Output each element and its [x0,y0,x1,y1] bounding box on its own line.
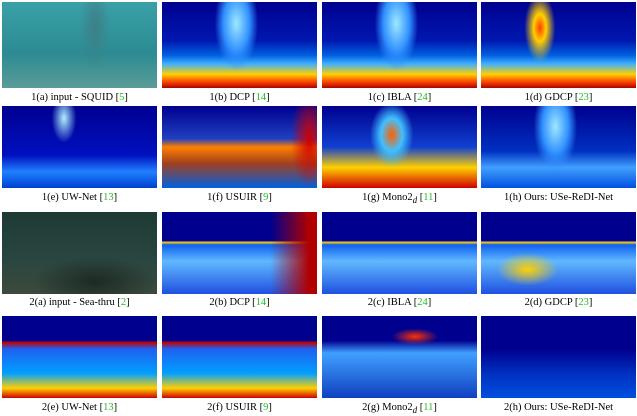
citation: 24 [417,297,428,308]
panel-image [322,2,477,88]
caption-text: 1(e) UW-Net [ [42,192,103,203]
panel-caption: 1(a) input - SQUID [5] [0,92,159,103]
caption-text: ] [589,92,593,103]
panel-caption: 2(d) GDCP [23] [479,297,637,308]
caption-text: ] [268,402,272,413]
caption-text: ] [589,297,593,308]
caption-text: 1(d) GDCP [ [525,92,579,103]
caption-text: ] [266,297,270,308]
panel-caption: 1(f) USUIR [9] [160,192,319,203]
panel-image [2,106,157,188]
panel-caption: 2(e) UW-Net [13] [0,402,159,413]
panel-caption: 1(h) Ours: USe-ReDI-Net [479,192,637,203]
panel-image [481,316,636,398]
caption-text: ] [114,402,118,413]
caption-text: ] [428,297,432,308]
citation: 14 [256,92,267,103]
figure: 1(a) input - SQUID [5]1(b) DCP [14]1(c) … [0,0,637,416]
panel-image [481,212,636,294]
caption-text: 2(c) IBLA [ [368,297,418,308]
caption-text: ] [266,92,270,103]
caption-text: 1(b) DCP [ [209,92,255,103]
panel-image [2,2,157,88]
panel-image [162,2,317,88]
panel-image [162,316,317,398]
panel-caption: 2(c) IBLA [24] [320,297,479,308]
caption-text: ] [268,192,272,203]
caption-text: 2(a) input - Sea-thru [ [29,297,121,308]
caption-text: 2(b) DCP [ [209,297,255,308]
caption-text: 1(f) USUIR [ [207,192,263,203]
caption-text: ] [433,192,437,203]
panel-caption: 2(f) USUIR [9] [160,402,319,413]
citation: 13 [103,402,114,413]
panel-image [162,212,317,294]
panel-caption: 1(e) UW-Net [13] [0,192,159,203]
caption-text: ] [126,297,130,308]
caption-text: 2(d) GDCP [ [525,297,579,308]
panel-image [2,316,157,398]
subscript: d [413,405,418,415]
subscript: d [413,195,418,205]
caption-text: 1(g) Mono2 [362,192,412,203]
citation: 14 [256,297,267,308]
panel-caption: 1(g) Mono2d [11] [320,192,479,203]
caption-text: 2(f) USUIR [ [207,402,263,413]
panel-image [162,106,317,188]
caption-text: 2(h) Ours: USe-ReDI-Net [504,402,613,413]
caption-text: 2(e) UW-Net [ [42,402,103,413]
panel-image [322,212,477,294]
caption-text: 2(g) Mono2 [362,402,412,413]
panel-caption: 1(d) GDCP [23] [479,92,637,103]
caption-text: 1(c) IBLA [ [368,92,418,103]
panel-caption: 2(h) Ours: USe-ReDI-Net [479,402,637,413]
citation: 23 [578,92,589,103]
caption-text: ] [124,92,128,103]
panel-image [322,316,477,398]
caption-text: ] [428,92,432,103]
panel-caption: 2(b) DCP [14] [160,297,319,308]
citation: 11 [423,402,433,413]
panel-caption: 1(b) DCP [14] [160,92,319,103]
panel-image [481,106,636,188]
panel-image [481,2,636,88]
panel-caption: 2(a) input - Sea-thru [2] [0,297,159,308]
citation: 24 [417,92,428,103]
citation: 23 [578,297,589,308]
citation: 13 [103,192,114,203]
panel-caption: 1(c) IBLA [24] [320,92,479,103]
caption-text: ] [114,192,118,203]
panel-image [322,106,477,188]
panel-image [2,212,157,294]
caption-text: 1(a) input - SQUID [ [31,92,119,103]
caption-text: 1(h) Ours: USe-ReDI-Net [504,192,613,203]
citation: 11 [423,192,433,203]
panel-caption: 2(g) Mono2d [11] [320,402,479,413]
caption-text: ] [433,402,437,413]
